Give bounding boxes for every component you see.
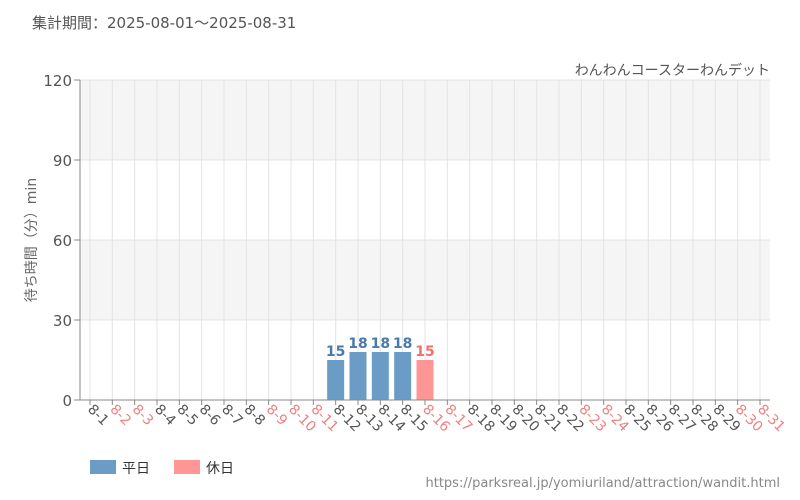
bar-value-label: 18: [371, 336, 390, 352]
bars: 15 18 18 18 15: [326, 336, 435, 400]
legend-swatch: [174, 460, 200, 474]
source-url: https://parksreal.jp/yomiuriland/attract…: [426, 476, 781, 491]
bar: [349, 352, 367, 400]
legend-label: 休日: [206, 461, 234, 477]
axes: [74, 79, 770, 405]
x-tick-label: 8-3: [129, 402, 156, 429]
bar: [394, 352, 412, 400]
x-tick-label: 8-8: [241, 402, 268, 429]
legend-label: 平日: [122, 461, 150, 477]
bar-value-label: 15: [326, 344, 345, 360]
x-tick-label: 8-6: [196, 402, 224, 430]
x-tick-label: 8-4: [151, 402, 179, 430]
chart-title: わんわんコースターわんデット: [575, 62, 770, 79]
bar-value-label: 15: [415, 344, 434, 360]
y-tick-label: 0: [62, 392, 72, 410]
x-tick-label: 8-1: [84, 402, 111, 429]
x-tick-labels: 8-18-28-38-48-58-68-78-88-98-108-118-128…: [84, 402, 788, 436]
legend-swatch: [90, 460, 116, 474]
y-axis-label: 待ち時間（分）min: [24, 178, 40, 302]
x-tick-label: 8-9: [263, 402, 290, 429]
x-tick-label: 8-2: [107, 402, 134, 429]
y-tick-label: 30: [53, 312, 72, 330]
x-tick-label: 8-5: [174, 402, 201, 429]
bar-value-label: 18: [348, 336, 367, 352]
legend: 平日 休日: [90, 460, 234, 477]
bar: [327, 360, 345, 400]
bar: [371, 352, 389, 400]
bar: [416, 360, 434, 400]
y-tick-label: 120: [43, 72, 72, 90]
period-label: 集計期間：2025-08-01～2025-08-31: [32, 14, 296, 32]
grid-lines: [80, 79, 770, 401]
bar-value-label: 18: [393, 336, 412, 352]
x-tick-label: 8-7: [218, 402, 245, 429]
y-tick-label: 90: [53, 152, 72, 170]
y-tick-labels: 0 30 60 90 120: [43, 72, 72, 410]
y-tick-label: 60: [53, 232, 72, 250]
